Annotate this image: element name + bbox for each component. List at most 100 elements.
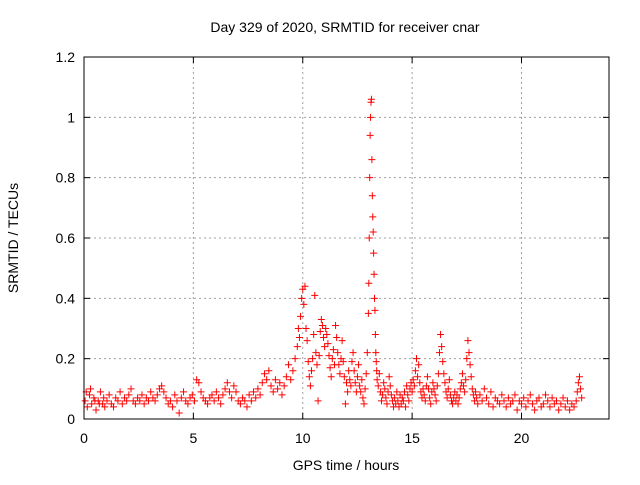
data-point [317,315,325,323]
data-point [411,367,419,375]
data-point [302,325,310,332]
data-point [462,376,470,384]
data-point [312,349,320,357]
data-point [496,400,504,408]
grid-layer [84,57,609,419]
data-point [175,409,183,417]
data-point [391,394,399,402]
data-point [180,388,188,396]
data-point [269,388,277,396]
data-point [324,340,332,348]
data-point [301,282,309,290]
data-point [147,388,155,396]
x-tick-label: 20 [514,430,530,446]
data-point [210,397,218,405]
data-point [306,382,314,390]
data-point [461,388,469,396]
data-point [131,400,139,408]
data-point [338,337,346,345]
data-point [427,400,435,408]
data-point [382,394,390,402]
data-point [90,394,98,402]
data-point [366,174,374,182]
data-point [355,361,363,369]
x-tick-label: 15 [404,430,420,446]
data-point [444,385,452,393]
data-point [566,406,574,414]
data-point [295,334,303,342]
data-point [298,294,306,302]
data-point [370,249,378,257]
data-point [300,300,308,308]
data-point [489,403,497,411]
data-point [315,352,323,360]
data-point [380,379,388,387]
data-point [197,388,205,396]
data-point [321,343,329,351]
data-point [274,385,282,393]
data-point [539,400,547,408]
data-point [375,370,383,378]
data-point [415,361,423,369]
data-point [260,370,268,378]
data-point [105,391,113,399]
data-point [125,391,133,399]
data-point [166,397,174,405]
data-point [85,391,93,399]
data-point [420,391,428,399]
data-point [578,394,586,402]
data-point [223,379,231,387]
data-point [439,358,447,366]
data-point [103,397,111,405]
data-point [365,234,373,242]
x-axis-label: GPS time / hours [293,457,400,473]
data-point [340,373,348,381]
data-point [379,391,387,399]
data-point [328,355,336,363]
data-point [437,331,445,339]
data-point [473,394,481,402]
data-point [169,403,177,411]
data-point [440,370,448,378]
data-point [570,403,578,411]
data-point [145,397,153,405]
data-point [526,391,534,399]
data-point [361,385,369,393]
data-point [369,213,377,221]
data-point [230,382,238,390]
data-point [250,388,258,396]
data-point [195,379,203,387]
data-point [542,391,550,399]
data-point [88,400,96,408]
data-point [431,391,439,399]
data-point [432,397,440,405]
data-point [385,373,393,381]
data-point [433,382,441,390]
data-point [271,376,279,384]
data-point [123,397,131,405]
data-point [443,394,451,402]
data-point [127,385,135,393]
data-point [513,406,521,414]
data-point [289,367,297,375]
data-point [212,388,220,396]
data-point [364,309,372,317]
data-point [446,391,454,399]
data-point [356,382,364,390]
data-point [92,406,100,414]
data-point [468,385,476,393]
data-point [360,400,368,408]
data-point [151,397,159,405]
y-tick-label: 0.8 [56,170,76,186]
data-point [110,403,118,411]
data-point [343,379,350,387]
data-point [511,391,519,399]
y-tick-label: 0 [67,411,75,427]
data-point [383,400,391,408]
data-point [363,349,371,357]
y-tick-label: 0.4 [56,290,76,306]
data-point [87,385,95,393]
data-point [219,391,227,399]
data-point [426,394,434,402]
